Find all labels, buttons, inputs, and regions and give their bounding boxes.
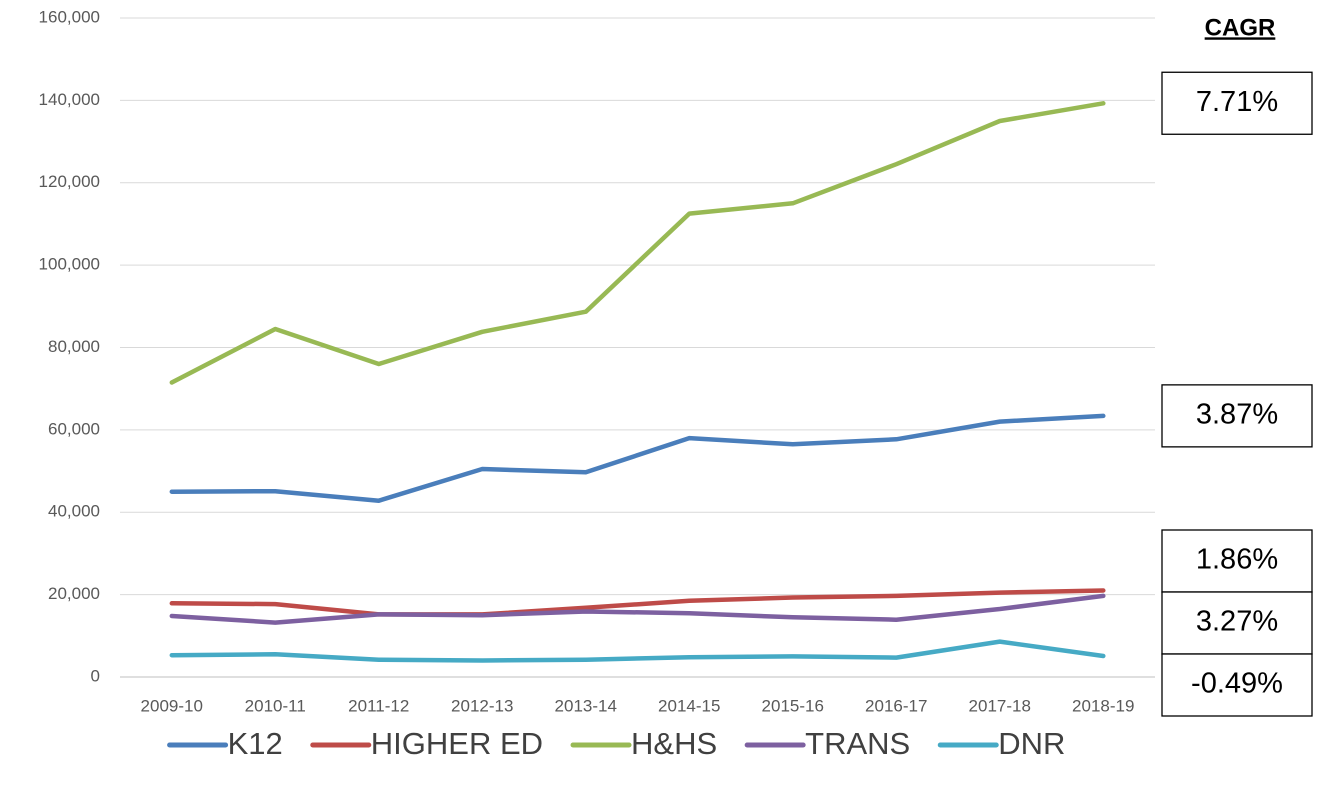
legend-item: K12 <box>167 726 283 761</box>
x-tick-label: 2010-11 <box>245 696 306 715</box>
y-tick-label: 140,000 <box>39 90 100 109</box>
legend-item: HIGHER ED <box>310 726 543 761</box>
y-tick-label: 80,000 <box>48 337 100 356</box>
x-tick-label: 2018-19 <box>1072 696 1134 715</box>
annotation-box <box>1161 529 1313 593</box>
x-tick-label: 2011-12 <box>348 696 409 715</box>
y-tick-label: 100,000 <box>39 255 100 274</box>
series-line <box>169 588 1106 617</box>
legend-item: TRANS <box>744 726 910 761</box>
legend: K12 HIGHER ED H&HS TRANS DNR <box>167 726 1065 761</box>
annotation-text: 3.27% <box>1196 606 1278 638</box>
annotation-text: -0.49% <box>1191 668 1283 700</box>
annotation-title: CAGR <box>1205 14 1276 41</box>
legend-label: HIGHER ED <box>371 726 543 761</box>
legend-label: DNR <box>998 726 1065 761</box>
legend-label: K12 <box>228 726 283 761</box>
x-tick-label: 2009-10 <box>141 696 203 715</box>
y-tick-label: 120,000 <box>39 172 100 191</box>
series-line <box>169 639 1106 663</box>
series-line <box>169 101 1106 385</box>
series-line <box>169 593 1106 625</box>
y-tick-label: 40,000 <box>48 502 100 521</box>
legend-item: DNR <box>937 726 1065 761</box>
annotation-text: 7.71% <box>1196 86 1278 118</box>
y-tick-label: 60,000 <box>48 419 100 438</box>
y-tick-label: 0 <box>91 666 100 685</box>
annotation-text: 1.86% <box>1196 544 1278 576</box>
annotation-box <box>1161 591 1313 655</box>
x-tick-label: 2012-13 <box>451 696 513 715</box>
annotation-text: 3.87% <box>1196 399 1278 431</box>
x-tick-label: 2014-15 <box>658 696 720 715</box>
y-tick-label: 20,000 <box>48 584 100 603</box>
x-tick-label: 2015-16 <box>762 696 824 715</box>
annotation-box <box>1161 71 1313 135</box>
legend-label: H&HS <box>631 726 717 761</box>
x-tick-label: 2013-14 <box>555 696 617 715</box>
x-tick-label: 2017-18 <box>969 696 1031 715</box>
legend-item: H&HS <box>570 726 717 761</box>
series-line <box>169 413 1106 503</box>
y-tick-label: 160,000 <box>39 7 100 26</box>
annotation-box <box>1161 384 1313 448</box>
legend-label: TRANS <box>805 726 910 761</box>
x-tick-label: 2016-17 <box>865 696 927 715</box>
annotation-box <box>1161 653 1313 717</box>
